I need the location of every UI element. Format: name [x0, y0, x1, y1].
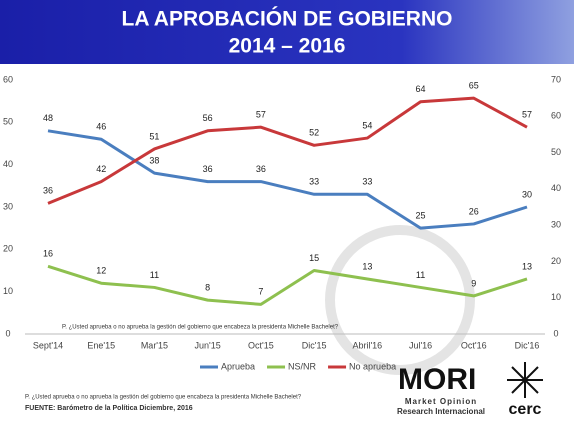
y2-tick-label: 40 — [551, 183, 561, 193]
x-tick-label: Ene'15 — [87, 340, 115, 350]
data-label: 51 — [149, 131, 159, 141]
data-label: 12 — [96, 266, 106, 276]
logo-mori-line1: Market Opinion — [405, 397, 477, 406]
data-label: 64 — [416, 84, 426, 94]
y2-tick-label: 30 — [551, 220, 561, 230]
footer-question: P. ¿Usted aprueba o no aprueba la gestió… — [25, 395, 302, 401]
logo-cerc: cerc — [509, 401, 542, 418]
legend-label: Aprueba — [221, 361, 255, 371]
chart-title: LA APROBACIÓN DE GOBIERNO — [122, 7, 453, 31]
legend-label: NS/NR — [288, 361, 317, 371]
y2-tick-label: 60 — [551, 111, 561, 121]
data-label: 42 — [96, 164, 106, 174]
chart-note: P. ¿Usted aprueba o no aprueba la gestió… — [62, 325, 339, 331]
data-label: 33 — [362, 177, 372, 187]
x-tick-label: Mar'15 — [141, 340, 168, 350]
data-label: 11 — [416, 270, 425, 280]
y2-tick-label: 10 — [551, 292, 561, 302]
data-label: 33 — [309, 177, 319, 187]
data-label: 8 — [205, 283, 210, 293]
y2-tick-label: 20 — [551, 256, 561, 266]
data-label: 13 — [362, 261, 372, 271]
data-label: 26 — [469, 206, 479, 216]
y-tick-label: 40 — [3, 159, 13, 169]
x-tick-label: Dic'15 — [302, 340, 327, 350]
y-tick-label: 0 — [5, 328, 10, 338]
title-banner — [0, 0, 574, 64]
data-label: 48 — [43, 113, 53, 123]
data-label: 57 — [256, 110, 266, 120]
data-label: 36 — [43, 186, 53, 196]
data-label: 11 — [150, 270, 159, 280]
data-label: 15 — [309, 253, 319, 263]
y-tick-label: 50 — [3, 117, 13, 127]
data-label: 25 — [416, 211, 426, 221]
y2-tick-label: 50 — [551, 147, 561, 157]
data-label: 38 — [149, 156, 159, 166]
x-tick-label: Oct'15 — [248, 340, 274, 350]
series-line — [47, 264, 528, 306]
logo-mori-line2: Research Internacional — [397, 407, 485, 416]
y-tick-label: 20 — [3, 244, 13, 254]
data-label: 56 — [203, 113, 213, 123]
x-tick-label: Oct'16 — [461, 340, 487, 350]
y-tick-label: 30 — [3, 201, 13, 211]
y-tick-label: 60 — [3, 74, 13, 84]
data-label: 7 — [258, 287, 263, 297]
y-tick-label: 10 — [3, 286, 13, 296]
logo-cerc-mark — [507, 362, 543, 398]
data-label: 13 — [522, 261, 532, 271]
x-tick-label: Jul'16 — [409, 340, 432, 350]
data-label: 30 — [522, 189, 532, 199]
data-label: 54 — [362, 120, 372, 130]
x-tick-label: Abril'16 — [352, 340, 382, 350]
data-label: 36 — [256, 164, 266, 174]
y2-tick-label: 70 — [551, 74, 561, 84]
data-label: 52 — [309, 128, 319, 138]
footer-source: FUENTE: Barómetro de la Política Diciemb… — [25, 405, 193, 412]
data-label: 36 — [203, 164, 213, 174]
x-tick-label: Jun'15 — [195, 340, 221, 350]
data-label: 9 — [471, 278, 476, 288]
x-tick-label: Sept'14 — [33, 340, 63, 350]
x-tick-label: Dic'16 — [515, 340, 540, 350]
data-label: 46 — [96, 122, 106, 132]
chart-subtitle: 2014 – 2016 — [229, 35, 346, 58]
data-label: 57 — [522, 110, 532, 120]
data-label: 16 — [43, 249, 53, 259]
series-line — [47, 96, 528, 205]
watermark — [325, 225, 475, 375]
data-label: 65 — [469, 81, 479, 91]
logo-mori: MORI — [398, 363, 476, 396]
y2-tick-label: 0 — [553, 328, 558, 338]
legend-label: No aprueba — [349, 361, 396, 371]
series-line — [47, 129, 528, 230]
